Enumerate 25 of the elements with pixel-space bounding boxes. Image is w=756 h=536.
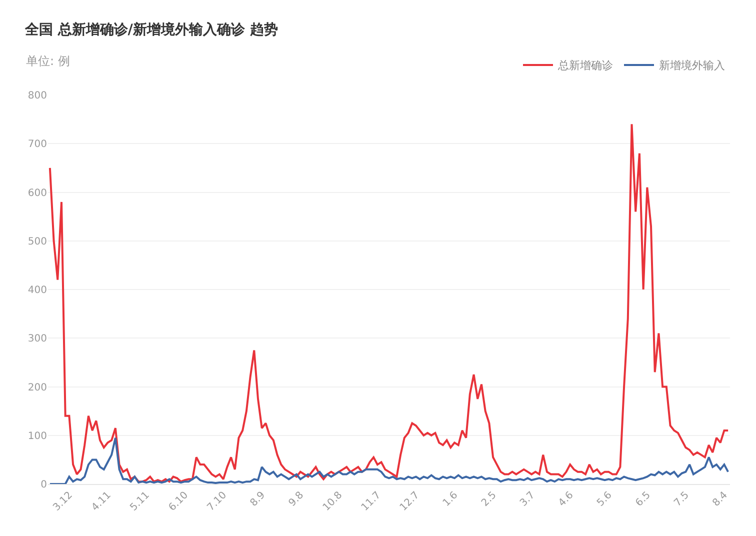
x-tick-label: 9.8 [287,490,306,509]
y-tick-label: 500 [28,236,47,248]
legend-label: 新增境外输入 [659,59,725,72]
y-tick-label: 300 [28,334,47,345]
line-series [48,436,730,484]
x-tick-label: 3.7 [518,490,538,509]
y-tick-label: 700 [28,139,47,150]
x-tick-label: 7.5 [672,490,692,509]
x-tick-label: 5.6 [595,490,614,509]
x-tick-label: 6.5 [634,490,653,509]
x-tick-label: 8.4 [710,490,730,509]
y-tick-label: 200 [28,382,47,394]
legend-label: 总新增确诊 [557,59,613,72]
chart-title: 全国 总新增确诊/新增境外输入确诊 趋势 [24,20,278,38]
y-tick-label: 800 [28,90,47,102]
x-tick-label: 4.6 [556,490,576,509]
y-tick-label: 600 [28,188,47,199]
y-tick-label: 400 [28,285,47,296]
x-tick-label: 1.6 [441,490,460,509]
line-series [48,123,730,483]
chart-subtitle: 单位: 例 [26,54,70,68]
y-tick-label: 100 [28,430,47,442]
x-tick-label: 8.9 [248,490,268,509]
x-tick-label: 2.5 [480,490,499,509]
y-tick-label: 0 [40,480,47,490]
